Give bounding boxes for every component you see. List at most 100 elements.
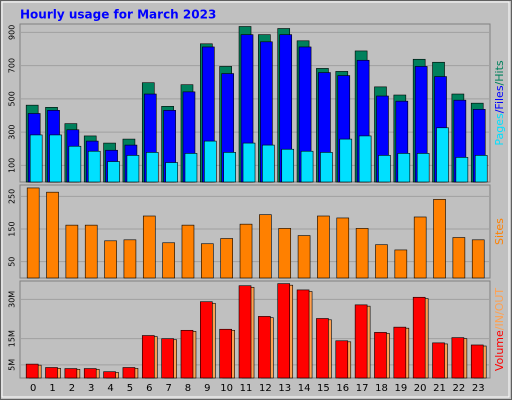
y-tick-label: 300 [8, 124, 17, 139]
bar [412, 296, 426, 379]
legend-separator: / [493, 326, 506, 330]
y-tick-label: 900 [8, 25, 17, 40]
x-tick-label: 5 [127, 383, 133, 394]
bar [278, 228, 292, 279]
bar [126, 155, 140, 183]
x-tick-label: 6 [146, 383, 152, 394]
bar [416, 153, 430, 183]
legend-entry: Volume [493, 330, 506, 371]
bar [45, 367, 58, 379]
bar [84, 224, 98, 279]
bar [378, 155, 391, 183]
bar [239, 223, 253, 279]
bar [258, 316, 271, 379]
bar [204, 140, 217, 183]
x-tick-label: 19 [394, 383, 407, 394]
bar [25, 363, 39, 379]
y-tick-label: 150 [8, 221, 17, 236]
bar [103, 371, 116, 379]
bar [104, 240, 117, 279]
bar [259, 214, 272, 279]
bar [470, 344, 484, 379]
bar [339, 138, 353, 183]
bar [397, 153, 411, 183]
bar [300, 150, 314, 183]
y-tick-label: 250 [8, 189, 17, 204]
x-tick-label: 13 [278, 383, 291, 394]
bar [68, 145, 82, 183]
bar [64, 368, 78, 379]
x-tick-label: 3 [88, 383, 94, 394]
x-tick-label: 8 [185, 383, 191, 394]
chart-title: Hourly usage for March 2023 [20, 8, 216, 22]
bar [297, 235, 311, 279]
x-tick-label: 1 [49, 383, 55, 394]
x-tick-label: 17 [356, 383, 369, 394]
legend-entry: Hits [493, 60, 506, 82]
axis-legend: Pages/Files/Hits [493, 60, 506, 146]
bar [471, 239, 485, 279]
x-tick-label: 21 [433, 383, 446, 394]
bar [65, 224, 79, 279]
bar [281, 148, 295, 183]
x-tick-label: 7 [165, 383, 171, 394]
y-tick-label: 30M [8, 291, 17, 308]
bar [451, 337, 465, 379]
bar [29, 134, 43, 183]
bar [238, 285, 252, 379]
bar [320, 152, 333, 183]
bar [355, 228, 369, 279]
x-tick-label: 22 [453, 383, 466, 394]
y-tick-label: 15M [8, 330, 17, 347]
y-tick-label: 500 [8, 91, 17, 106]
x-tick-label: 10 [220, 383, 233, 394]
bar [374, 332, 387, 379]
bar [107, 161, 120, 183]
legend-entry: Sites [493, 218, 506, 245]
bar [432, 342, 445, 379]
bar [219, 328, 232, 379]
y-tick-label: 700 [8, 58, 17, 73]
axis-legend: Volume/IN/OUT [493, 288, 506, 372]
bar [375, 244, 388, 279]
bar [26, 187, 40, 279]
bar [162, 242, 175, 279]
bar [142, 215, 156, 279]
y-tick-label: 100 [8, 158, 17, 173]
bar [49, 134, 62, 183]
bar [358, 135, 372, 183]
bar [452, 237, 466, 279]
bar [161, 338, 174, 379]
bar [201, 243, 214, 279]
bar [335, 340, 349, 379]
x-tick-label: 23 [472, 383, 485, 394]
x-tick-label: 16 [336, 383, 349, 394]
legend-entry: IN/OUT [493, 288, 506, 327]
x-tick-label: 0 [30, 383, 36, 394]
bar [354, 304, 368, 379]
bar [141, 335, 155, 379]
bar [220, 238, 233, 279]
panel [19, 184, 491, 279]
bar [262, 144, 275, 183]
bar [200, 301, 213, 379]
legend-separator: / [493, 81, 506, 85]
x-tick-label: 4 [107, 383, 113, 394]
bar [180, 329, 194, 379]
bar [165, 162, 178, 183]
bar [184, 153, 198, 183]
bar [317, 215, 330, 279]
bar [474, 155, 488, 183]
bar [223, 152, 236, 183]
x-tick-label: 9 [204, 383, 210, 394]
bar [393, 326, 407, 379]
bar [122, 367, 136, 379]
bar [336, 217, 350, 279]
bar [83, 368, 97, 379]
legend-entry: Files [493, 85, 506, 109]
legend-entry: Pages [493, 113, 506, 146]
bar [436, 127, 449, 183]
bar [123, 239, 137, 279]
axis-legend: Sites [493, 218, 506, 245]
